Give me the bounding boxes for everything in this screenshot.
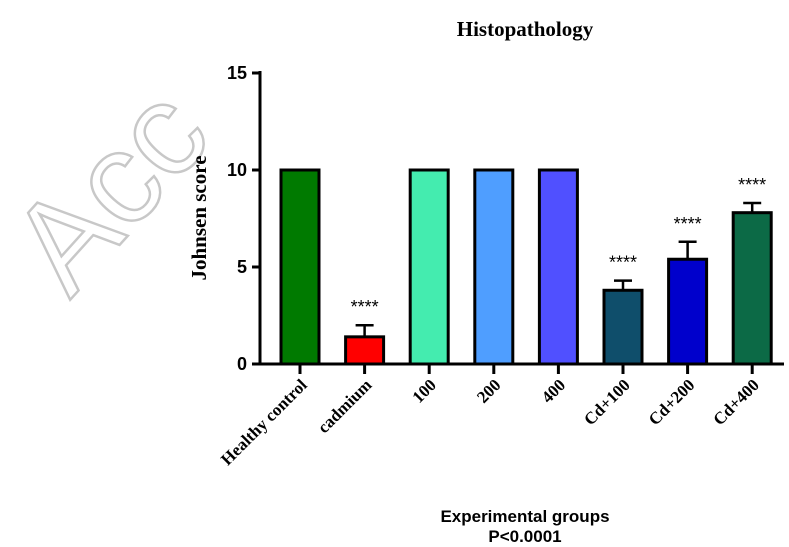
- bar: [279, 168, 321, 366]
- y-tick-label: 15: [227, 63, 247, 83]
- y-tick-label: 5: [237, 257, 247, 277]
- y-tick-label: 0: [237, 354, 247, 374]
- x-tick-label: Cd+200: [645, 375, 699, 429]
- x-tick-label: 400: [538, 375, 569, 406]
- significance-label: ****: [738, 175, 766, 195]
- x-tick-label: Healthy control: [217, 375, 311, 469]
- significance-label: ****: [609, 253, 637, 273]
- bar: [537, 168, 579, 366]
- bar: [602, 288, 644, 366]
- bar: [408, 168, 450, 366]
- bar: [344, 335, 386, 366]
- y-axis-title: Johnsen score: [187, 155, 211, 280]
- significance-label: ****: [351, 297, 379, 317]
- x-tick-label: 100: [409, 375, 440, 406]
- x-tick-label: 200: [473, 375, 504, 406]
- chart-marks: 0 5 10 15 Healthy control **** cadmium 100 200 40…: [217, 63, 773, 469]
- bar: [667, 257, 709, 366]
- significance-label: ****: [674, 214, 702, 234]
- x-tick-label: Cd+400: [709, 375, 763, 429]
- y-tick-label: 10: [227, 160, 247, 180]
- x-axis-subtitle: P<0.0001: [488, 527, 561, 546]
- chart-title: Histopathology: [457, 17, 594, 41]
- bar: [473, 168, 515, 366]
- x-tick-label: Cd+100: [580, 375, 634, 429]
- x-axis-title: Experimental groups: [440, 507, 609, 526]
- bar: [731, 211, 773, 366]
- x-tick-label: cadmium: [314, 375, 376, 437]
